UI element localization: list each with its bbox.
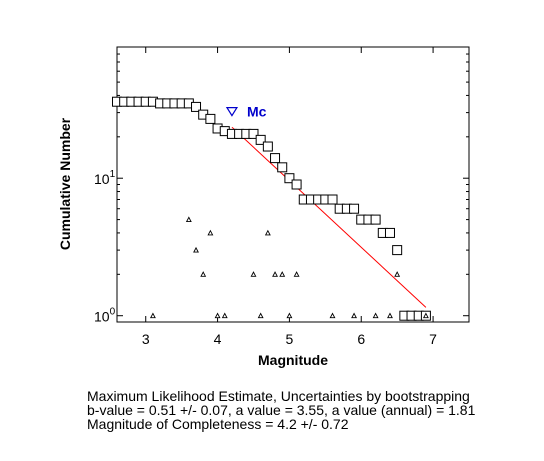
data-point-triangle [293,271,300,277]
data-point-square [291,179,302,190]
noncumulative-series [149,216,429,319]
y-axis-label: Cumulative Number [57,117,73,250]
y-tick-labels: 101 100 [94,169,116,325]
mc-label: Mc [247,104,267,120]
data-point-triangle [200,271,207,277]
x-tick-labels: 3 4 5 6 7 [142,331,437,347]
x-tick-label: 6 [357,331,365,347]
caption-line-3: Magnitude of Completeness = 4.2 +/- 0.72 [87,416,349,432]
caption-line-1: Maximum Likelihood Estimate, Uncertainti… [87,388,470,404]
data-point-square [384,227,395,238]
data-point-triangle [372,312,379,319]
data-point-triangle [207,229,214,236]
fit-line [231,126,427,308]
data-point-triangle [257,312,264,319]
x-axis-label: Magnitude [258,352,328,368]
data-point-triangle [286,312,293,319]
data-point-triangle [351,312,358,319]
data-point-square [191,101,202,112]
data-point-triangle [272,271,278,277]
y-tick-label: 101 [94,169,116,187]
data-point-triangle [394,271,401,277]
data-point-triangle [250,271,257,277]
data-point-triangle [422,312,429,319]
data-point-square [370,214,381,225]
data-point-square [277,162,288,173]
data-point-square [255,134,266,145]
mc-annotation: Mc [225,104,267,120]
data-point-square [284,173,295,184]
data-point-square [392,245,403,256]
data-point-triangle [264,229,271,236]
data-point-triangle [221,312,228,319]
mc-marker [225,107,239,117]
data-point-square [270,153,281,164]
data-point-triangle [214,312,221,319]
data-point-triangle [279,271,286,277]
data-point-square [262,141,273,152]
axis-ticks [117,46,469,322]
x-tick-label: 5 [286,331,294,347]
data-point-square [349,203,360,214]
data-point-triangle [387,312,393,319]
cumulative-series [112,96,431,321]
data-point-triangle [193,246,199,253]
fmd-chart: 3 4 5 6 7 101 100 Mc Magnitude Cumulative Num… [57,46,470,368]
data-point-triangle [185,216,192,223]
data-point-square [248,128,259,139]
x-tick-label: 4 [214,331,222,347]
data-point-square [327,194,338,205]
x-tick-label: 3 [142,331,150,347]
x-tick-label: 7 [429,331,437,347]
data-point-triangle [329,312,336,319]
data-point-triangle [149,312,156,319]
data-point-square [205,113,216,124]
fit-line-layer [231,126,427,308]
caption-line-2: b-value = 0.51 +/- 0.07, a value = 3.55,… [87,402,476,418]
y-tick-label: 100 [94,307,116,325]
